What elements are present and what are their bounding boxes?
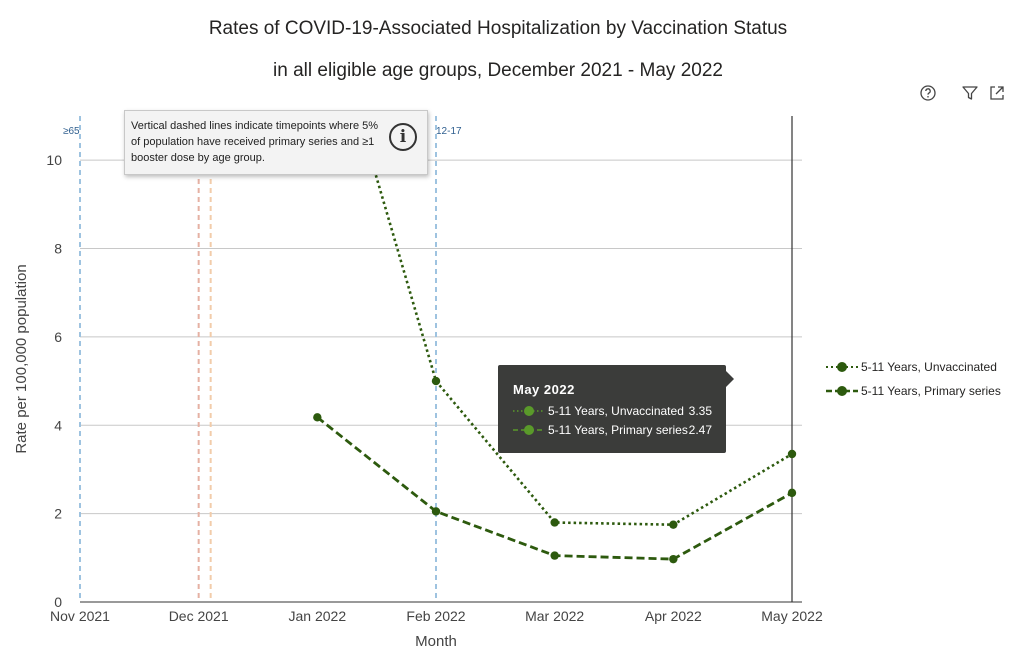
- tooltip-title: May 2022: [513, 382, 575, 397]
- tooltip-row-label: 5-11 Years, Primary series: [548, 423, 688, 437]
- x-tick-label: May 2022: [761, 608, 823, 624]
- data-point: [431, 376, 441, 386]
- y-tick-label: 6: [54, 329, 62, 345]
- legend-marker-dashed: [826, 386, 858, 396]
- legend-label: 5-11 Years, Unvaccinated: [861, 360, 997, 374]
- x-tick-label: Jan 2022: [289, 608, 347, 624]
- reference-line-label: ≥65: [63, 126, 80, 137]
- data-point: [669, 520, 678, 529]
- data-point: [313, 413, 322, 422]
- tooltip-row-value: 2.47: [688, 423, 712, 437]
- series-line: [357, 116, 793, 527]
- tooltip-row-value: 3.35: [688, 404, 712, 418]
- x-tick-label: Dec 2021: [169, 608, 229, 624]
- y-tick-label: 2: [54, 506, 62, 522]
- x-axis-title: Month: [415, 633, 457, 648]
- x-tick-label: Apr 2022: [645, 608, 702, 624]
- y-tick-label: 4: [54, 417, 62, 433]
- data-point: [787, 449, 797, 459]
- y-tick-label: 10: [46, 152, 62, 168]
- chart-title-line-1: Rates of COVID-19-Associated Hospitaliza…: [208, 18, 788, 39]
- data-point: [431, 507, 441, 516]
- y-tick-label: 0: [54, 594, 62, 610]
- tooltip-arrow: [726, 371, 734, 387]
- info-icon: i: [389, 123, 417, 151]
- chart-title-line-2: in all eligible age groups, December 202…: [273, 60, 723, 81]
- x-tick-label: Feb 2022: [406, 608, 465, 624]
- data-point: [550, 518, 559, 527]
- x-tick-label: Mar 2022: [525, 608, 584, 624]
- reference-line-label: 12-17: [436, 126, 462, 137]
- y-axis-title: Rate per 100,000 population: [13, 264, 30, 453]
- tooltip-marker-dotted: [513, 406, 545, 416]
- tooltip-marker-dashed: [513, 425, 545, 435]
- legend-label: 5-11 Years, Primary series: [861, 384, 1001, 398]
- data-point: [550, 551, 559, 560]
- y-tick-label: 8: [54, 241, 62, 257]
- data-point: [669, 554, 678, 564]
- tooltip-row-label: 5-11 Years, Unvaccinated: [548, 404, 684, 418]
- data-point: [787, 488, 797, 498]
- legend-marker-dotted: [826, 362, 858, 372]
- info-box-text: Vertical dashed lines indicate timepoint…: [131, 120, 379, 164]
- focus-mode-icon[interactable]: [987, 83, 1007, 103]
- x-tick-label: Nov 2021: [50, 608, 110, 624]
- question-circle-icon[interactable]: [918, 83, 938, 103]
- info-box: Vertical dashed lines indicate timepoint…: [124, 110, 428, 175]
- filter-icon[interactable]: [960, 83, 980, 103]
- tooltip: May 2022 5-11 Years, Unvaccinated 3.35 5…: [498, 365, 734, 453]
